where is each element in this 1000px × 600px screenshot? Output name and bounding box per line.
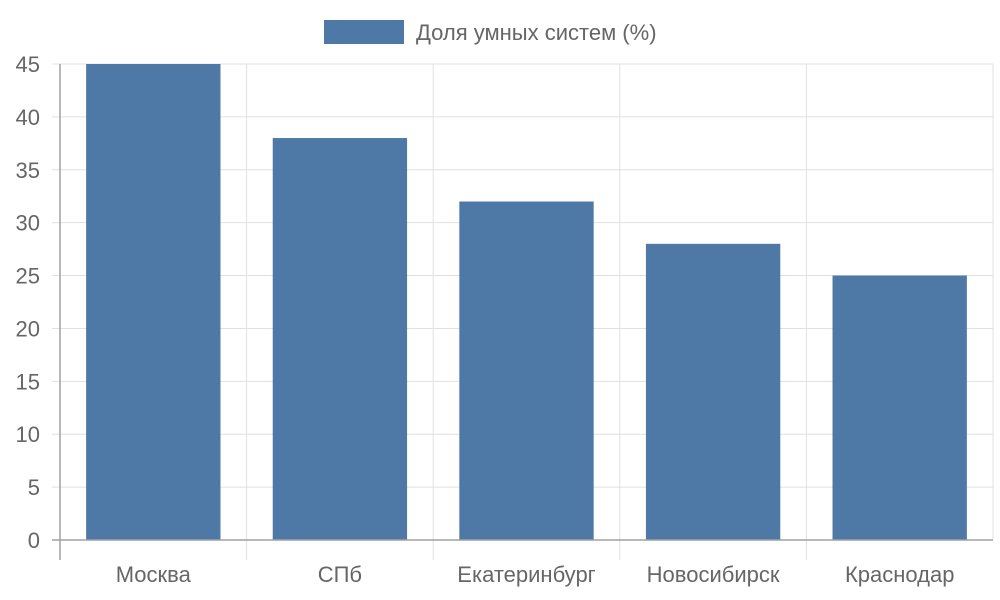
axes (52, 64, 993, 560)
bar (832, 275, 967, 540)
y-tick-label: 35 (16, 158, 40, 183)
legend-swatch (324, 20, 404, 44)
bar (459, 201, 594, 540)
y-tick-label: 30 (16, 211, 40, 236)
y-tick-label: 0 (28, 528, 40, 553)
bar (645, 243, 781, 541)
y-tick-label: 15 (16, 369, 40, 394)
y-tick-label: 5 (28, 475, 40, 500)
tick-labels: 0 5 10 15 20 25 30 35 40 45 Москва СПб Екатеринбург Н… (16, 52, 955, 587)
y-tick-label: 25 (16, 264, 40, 289)
x-tick-label: Новосибирск (647, 562, 780, 587)
bars (86, 64, 967, 541)
x-tick-label: Краснодар (845, 562, 955, 587)
y-tick-label: 40 (16, 105, 40, 130)
chart-legend: Доля умных систем (%) (324, 20, 657, 45)
y-tick-label: 45 (16, 52, 40, 77)
bar (86, 64, 221, 540)
legend-label: Доля умных систем (%) (416, 20, 657, 45)
bar (272, 138, 408, 541)
x-tick-label: Екатеринбург (457, 562, 595, 587)
y-tick-label: 20 (16, 316, 40, 341)
x-tick-label: Москва (116, 562, 192, 587)
y-tick-label: 10 (16, 422, 40, 447)
x-tick-label: СПб (318, 562, 362, 587)
